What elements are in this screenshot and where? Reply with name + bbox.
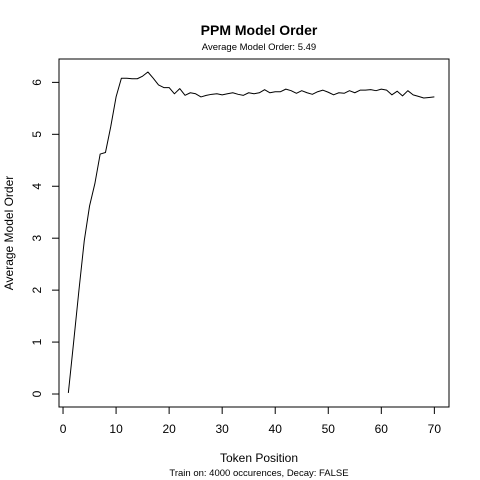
x-tick-label: 0 xyxy=(60,422,67,436)
x-tick-label: 70 xyxy=(428,422,442,436)
series-layer xyxy=(67,71,435,394)
y-tick-label: 2 xyxy=(30,286,44,293)
chart-title: PPM Model Order xyxy=(201,22,318,38)
y-tick-label: 1 xyxy=(30,338,44,345)
x-tick-label: 40 xyxy=(269,422,283,436)
series-line xyxy=(67,71,435,394)
plot-frame xyxy=(58,58,450,408)
x-tick-label: 60 xyxy=(375,422,389,436)
x-axis-label: Token Position xyxy=(220,451,298,465)
x-tick-label: 20 xyxy=(162,422,176,436)
chart-caption: Train on: 4000 occurences, Decay: FALSE xyxy=(169,468,348,479)
y-tick-label: 0 xyxy=(30,390,44,397)
y-axis-label: Average Model Order xyxy=(2,176,16,291)
y-tick-label: 5 xyxy=(30,131,44,138)
x-tick-label: 50 xyxy=(322,422,336,436)
x-tick-label: 10 xyxy=(109,422,123,436)
x-tick-label: 30 xyxy=(215,422,229,436)
chart-subtitle: Average Model Order: 5.49 xyxy=(202,42,316,53)
y-axis: 0 1 2 3 4 5 6 xyxy=(30,79,60,397)
y-tick-label: 6 xyxy=(30,79,44,86)
y-tick-label: 3 xyxy=(30,235,44,242)
x-axis: 0 10 20 30 40 50 60 70 xyxy=(60,406,442,436)
y-tick-label: 4 xyxy=(30,183,44,190)
